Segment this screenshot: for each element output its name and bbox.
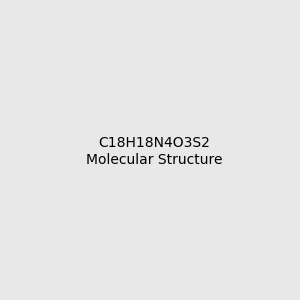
Text: C18H18N4O3S2
Molecular Structure: C18H18N4O3S2 Molecular Structure xyxy=(85,136,222,166)
